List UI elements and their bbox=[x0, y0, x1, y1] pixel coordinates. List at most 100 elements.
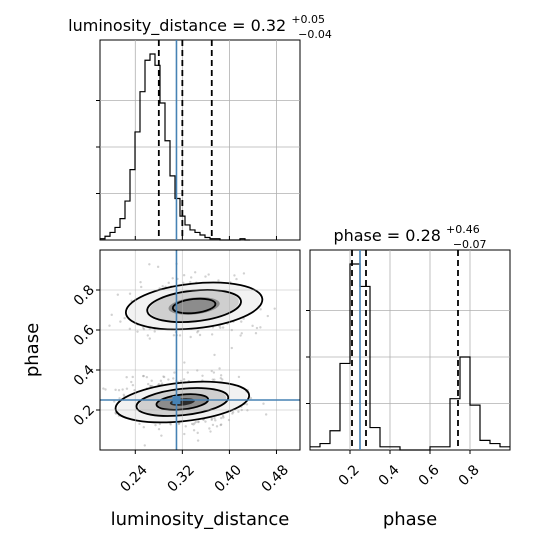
sample-point bbox=[209, 430, 212, 433]
joint-density-panel: 0.24 0.32 0.40 0.48 0.2 0.4 0.6 0.8 bbox=[71, 249, 301, 495]
sample-point bbox=[221, 378, 224, 381]
sample-point bbox=[273, 307, 276, 310]
sample-point bbox=[213, 416, 216, 420]
sample-point bbox=[161, 284, 164, 288]
x-tick-labels: 0.2 0.4 0.6 0.8 bbox=[336, 462, 483, 489]
x-tick-label: 0.4 bbox=[376, 462, 403, 489]
sample-point bbox=[218, 367, 221, 370]
sample-point bbox=[131, 383, 135, 387]
contour-line bbox=[124, 281, 264, 331]
luminosity-distance-histogram-panel: luminosity_distance = 0.32 +0.05 −0.04 bbox=[68, 13, 332, 241]
sample-point bbox=[197, 420, 200, 424]
sample-point bbox=[117, 389, 121, 392]
sample-point bbox=[162, 375, 165, 378]
sample-point bbox=[186, 371, 189, 374]
sample-point bbox=[245, 403, 249, 406]
sample-point bbox=[148, 263, 151, 266]
sample-point bbox=[114, 388, 117, 392]
tick-marks bbox=[306, 310, 471, 454]
sample-point bbox=[160, 434, 163, 437]
sample-point bbox=[212, 371, 216, 374]
sample-point bbox=[167, 281, 170, 285]
sample-point bbox=[177, 422, 181, 426]
sample-point bbox=[196, 369, 199, 372]
x-tick-label: 0.32 bbox=[165, 462, 198, 495]
sample-point bbox=[231, 411, 235, 414]
title-subscript: −0.07 bbox=[453, 238, 487, 251]
y-tick-label: 0.4 bbox=[71, 362, 98, 389]
y-tick-label: 0.6 bbox=[71, 322, 98, 349]
sample-point bbox=[196, 331, 199, 334]
sample-point bbox=[204, 275, 207, 278]
title-main: luminosity_distance = 0.32 bbox=[68, 16, 286, 36]
sample-point bbox=[118, 397, 121, 400]
sample-point bbox=[220, 423, 223, 426]
sample-point bbox=[221, 414, 225, 418]
contour-line bbox=[114, 380, 251, 424]
sample-point bbox=[193, 422, 196, 425]
sample-point bbox=[235, 277, 238, 281]
x-tick-label: 0.48 bbox=[259, 462, 292, 495]
sample-point bbox=[210, 418, 213, 422]
x-tick-label: 0.24 bbox=[117, 462, 150, 495]
sample-point bbox=[169, 423, 172, 426]
y-axis-label-phase: phase bbox=[22, 323, 43, 377]
x-tick-labels: 0.24 0.32 0.40 0.48 bbox=[117, 462, 292, 495]
sample-point bbox=[196, 439, 200, 442]
sample-point bbox=[237, 375, 241, 379]
sample-point bbox=[108, 324, 111, 327]
sample-point bbox=[213, 353, 216, 357]
sample-point bbox=[201, 374, 204, 377]
sample-point bbox=[210, 417, 214, 420]
sample-point bbox=[125, 376, 128, 379]
title-superscript: +0.05 bbox=[291, 13, 325, 26]
sample-point bbox=[215, 425, 219, 428]
sample-point bbox=[184, 425, 187, 428]
sample-point bbox=[204, 420, 207, 423]
sample-point bbox=[158, 422, 162, 426]
sample-point bbox=[259, 308, 262, 311]
sample-point bbox=[143, 444, 146, 447]
sample-point bbox=[183, 361, 186, 364]
sample-point bbox=[142, 326, 145, 330]
sample-point bbox=[119, 320, 122, 323]
sample-point bbox=[159, 379, 163, 383]
sample-point bbox=[125, 387, 129, 390]
sample-point bbox=[192, 423, 195, 426]
sample-point bbox=[149, 384, 152, 388]
title-main: phase = 0.28 bbox=[333, 226, 440, 245]
sample-point bbox=[198, 333, 202, 337]
sample-point bbox=[222, 416, 225, 419]
sample-point bbox=[255, 326, 259, 330]
sample-point bbox=[131, 375, 134, 379]
sample-point bbox=[233, 274, 236, 277]
sample-point bbox=[157, 383, 161, 386]
x-tick-label: 0.40 bbox=[212, 462, 245, 495]
truth-marker bbox=[172, 396, 181, 404]
sample-point bbox=[102, 387, 105, 390]
grid-lines bbox=[100, 40, 300, 240]
sample-point bbox=[254, 332, 258, 335]
sample-point bbox=[210, 369, 213, 373]
sample-point bbox=[220, 416, 223, 420]
sample-point bbox=[154, 423, 157, 427]
sample-point bbox=[264, 413, 268, 416]
sample-point bbox=[178, 334, 182, 337]
sample-point bbox=[173, 371, 176, 374]
x-tick-label: 0.2 bbox=[336, 462, 363, 489]
x-tick-label: 0.6 bbox=[416, 462, 443, 489]
sample-point bbox=[249, 396, 253, 400]
sample-point bbox=[182, 378, 186, 381]
sample-point bbox=[178, 422, 181, 425]
sample-point bbox=[211, 423, 215, 427]
sample-point bbox=[240, 320, 243, 323]
sample-point bbox=[231, 412, 234, 415]
sample-point bbox=[138, 422, 141, 426]
y-tick-label: 0.8 bbox=[71, 282, 98, 309]
sample-point bbox=[196, 431, 199, 435]
quantile-lines bbox=[157, 40, 213, 240]
sample-point bbox=[183, 432, 186, 436]
sample-point bbox=[242, 272, 246, 275]
sample-point bbox=[219, 326, 222, 330]
tick-marks bbox=[96, 289, 277, 454]
